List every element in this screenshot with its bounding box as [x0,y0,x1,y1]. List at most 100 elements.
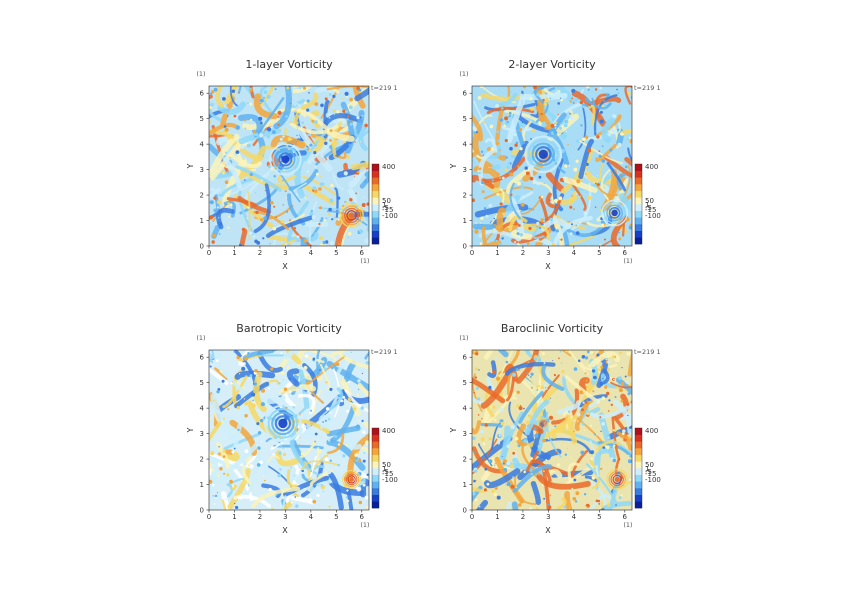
colorbar-band [372,481,379,489]
vortex-core [349,477,354,482]
y-axis-label: Y [449,427,458,433]
vorticity-speck [306,196,309,199]
vorticity-speck [362,435,365,438]
vorticity-speck [231,450,235,454]
vorticity-speck [575,491,580,496]
vorticity-speck [343,171,348,176]
vorticity-speck [551,242,556,246]
vorticity-speck [618,388,624,393]
vorticity-speck [309,498,313,502]
vorticity-speck [341,417,343,419]
vorticity-filament [472,114,483,142]
vorticity-speck [211,240,215,244]
vorticity-speck [506,165,510,169]
vorticity-filament [595,114,622,139]
vorticity-speck [249,102,253,106]
vorticity-filament [541,364,565,391]
vorticity-speck [325,457,329,462]
vorticity-speck [554,121,558,124]
vorticity-speck [480,429,484,434]
vorticity-filament [272,350,279,352]
vorticity-speck [250,172,253,175]
colorbar-label: -15 [382,470,393,478]
vorticity-speck [314,432,318,436]
vorticity-filament [210,393,236,440]
vorticity-speck [474,469,478,473]
y-axis-label: Y [449,163,458,169]
vorticity-filament [481,156,527,183]
vorticity-filament [578,138,595,180]
vorticity-speck [481,181,485,185]
vorticity-filament [498,350,514,379]
plot-frame [208,85,370,247]
vorticity-speck [557,113,559,115]
vorticity-filament [617,442,632,456]
colorbar-label: -15 [645,470,656,478]
vorticity-filament [265,145,281,151]
vorticity-speck [473,479,476,483]
vorticity-filament [490,188,505,226]
vorticity-speck [212,144,214,146]
vorticity-speck [580,408,584,412]
vorticity-speck [543,182,545,184]
vorticity-speck [613,378,615,381]
vorticity-filament [512,464,553,493]
vorticity-speck [269,243,271,244]
vorticity-speck [501,456,503,457]
vorticity-speck [560,362,563,364]
colorbar-band [635,428,642,435]
vorticity-speck [327,213,331,216]
vorticity-speck [581,422,585,426]
vorticity-speck [225,151,228,154]
vorticity-filament [508,401,529,437]
vorticity-filament [352,86,366,109]
vorticity-speck [609,148,613,152]
vorticity-speck [475,386,479,390]
vorticity-filament [624,156,632,167]
colorbar-frame [634,163,643,245]
vorticity-filament [304,217,324,246]
vorticity-speck [222,172,225,174]
vorticity-speck [496,142,498,145]
vorticity-speck [495,357,498,360]
vorticity-speck [228,156,231,159]
vorticity-speck [604,238,606,241]
vorticity-speck [252,399,254,401]
vorticity-filament [312,136,325,155]
vorticity-speck [365,440,369,445]
vorticity-speck [543,410,546,413]
vorticity-filament [603,500,632,510]
x-tick-label: 1 [495,513,499,521]
vorticity-speck [479,242,483,246]
vorticity-speck [245,353,247,356]
vorticity-speck [308,149,312,153]
vorticity-speck [244,119,247,122]
y-tick-label: 1 [200,481,204,489]
vorticity-speck [572,497,577,501]
vorticity-filament [348,166,367,188]
vorticity-filament [595,144,617,163]
vorticity-speck [509,464,514,469]
vorticity-filament [286,469,298,488]
vorticity-speck [523,407,525,410]
vorticity-speck [540,385,545,390]
vorticity-speck [613,129,618,134]
vorticity-speck [530,138,532,140]
vorticity-filament [345,389,369,413]
vorticity-filament [221,499,227,510]
vorticity-speck [290,139,292,141]
vorticity-speck [528,374,530,376]
vorticity-filament [302,175,337,196]
vorticity-speck [512,451,516,455]
vorticity-speck [294,464,299,469]
vorticity-speck [349,122,353,126]
vorticity-speck [329,198,334,203]
vorticity-speck [294,496,297,498]
vorticity-speck [345,496,348,499]
vorticity-speck [229,203,233,207]
colorbar-label: 50 [645,461,654,469]
vorticity-speck [306,170,309,173]
vorticity-speck [325,217,327,219]
vorticity-speck [576,412,581,417]
vorticity-speck [540,112,543,116]
